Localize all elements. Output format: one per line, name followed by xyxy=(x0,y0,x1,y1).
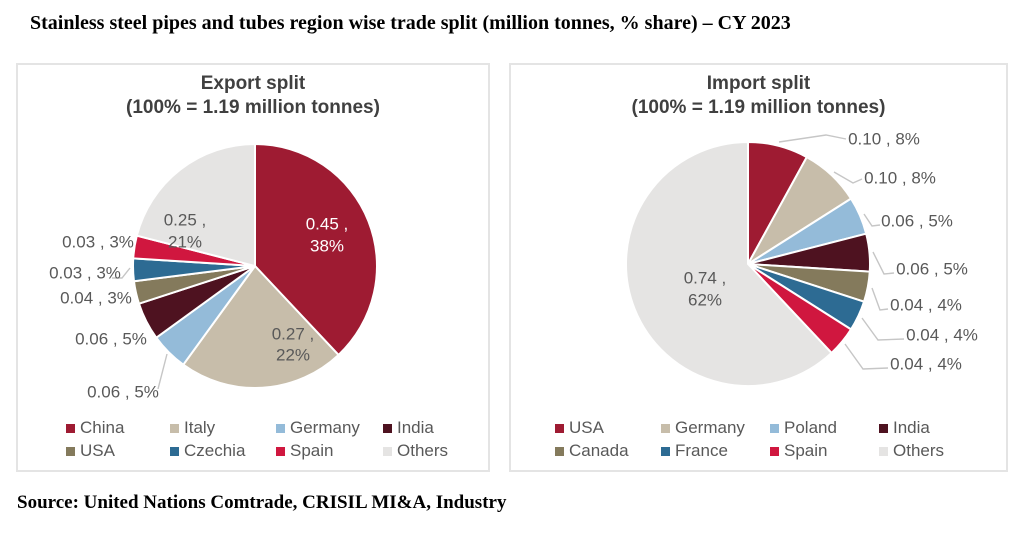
legend-item-poland: Poland xyxy=(770,417,837,439)
legend-label-germany: Germany xyxy=(290,418,360,437)
legend-label-usa: USA xyxy=(80,441,115,460)
pie-label-poland: 0.06 , 5% xyxy=(881,212,953,231)
legend-swatch-usa xyxy=(555,423,564,433)
legend-item-spain: Spain xyxy=(770,440,827,462)
legend-label-india: India xyxy=(893,418,930,437)
legend-item-india: India xyxy=(879,417,930,439)
pie-label-others: 0.74 , 62% xyxy=(684,269,727,310)
export-chart-title-line2: (100% = 1.19 million tonnes) xyxy=(126,97,380,118)
pie-slice-others xyxy=(135,143,256,267)
legend-swatch-canada xyxy=(555,446,564,456)
import-chart-title-line1: Import split xyxy=(706,73,811,94)
pie-label-india: 0.06 , 5% xyxy=(896,260,968,279)
legend-item-spain: Spain xyxy=(276,440,333,462)
legend-label-poland: Poland xyxy=(784,418,837,437)
legend-swatch-india xyxy=(879,423,888,433)
legend-label-france: France xyxy=(675,441,728,460)
pie-label-usa: 0.04 , 3% xyxy=(60,289,132,308)
legend-swatch-france xyxy=(661,446,670,456)
legend-label-czechia: Czechia xyxy=(184,441,246,460)
legend-label-india: India xyxy=(397,418,434,437)
import-split-panel: Import split (100% = 1.19 million tonnes… xyxy=(509,63,1008,472)
legend-swatch-italy xyxy=(170,423,179,433)
leader-line-czechia xyxy=(112,267,131,279)
import-chart-title-line2: (100% = 1.19 million tonnes) xyxy=(631,97,886,118)
pie-label-italy: 0.27 , 22% xyxy=(272,325,315,365)
import-pie-chart: 0.10 , 8% 0.10 , 8% 0.06 , 5% 0.06 , 5% 0.04… xyxy=(624,130,978,387)
pie-label-spain: 0.04 , 4% xyxy=(890,355,962,374)
legend-item-others: Others xyxy=(879,440,944,462)
leader-line-germany xyxy=(833,171,863,184)
legend-item-italy: Italy xyxy=(170,417,215,439)
legend-label-germany: Germany xyxy=(675,418,745,437)
pie-label-france: 0.04 , 4% xyxy=(906,326,978,345)
legend-swatch-germany xyxy=(661,423,670,433)
export-chart-title-line1: Export split xyxy=(200,73,306,94)
legend-swatch-spain xyxy=(770,446,779,456)
legend-swatch-poland xyxy=(770,423,779,433)
pie-slice-others xyxy=(624,141,833,387)
legend-swatch-others xyxy=(383,446,392,456)
pie-label-others: 0.25 , 21% xyxy=(164,211,207,252)
legend-swatch-india xyxy=(383,423,392,433)
pie-label-china: 0.45 , 38% xyxy=(306,215,349,256)
legend-swatch-china xyxy=(66,423,75,433)
source-note: Source: United Nations Comtrade, CRISIL … xyxy=(17,492,507,513)
legend-item-usa: USA xyxy=(555,417,604,439)
pie-label-spain: 0.03 , 3% xyxy=(62,233,134,252)
page-title: Stainless steel pipes and tubes region w… xyxy=(30,12,791,34)
legend-label-usa: USA xyxy=(569,418,604,437)
pie-slice-italy xyxy=(182,265,340,389)
legend-item-india: India xyxy=(383,417,434,439)
pie-label-czechia: 0.03 , 3% xyxy=(49,264,121,283)
leader-line-usa xyxy=(778,134,847,143)
pie-label-germany: 0.06 , 5% xyxy=(87,383,159,402)
legend-label-others: Others xyxy=(397,441,449,460)
legend-item-germany: Germany xyxy=(276,417,360,439)
legend-label-china: China xyxy=(80,418,125,437)
legend-item-czechia: Czechia xyxy=(170,440,245,462)
legend-swatch-czechia xyxy=(170,446,179,456)
pie-label-germany: 0.10 , 8% xyxy=(864,169,936,188)
legend-swatch-usa xyxy=(66,446,75,456)
export-pie-chart: 0.45 , 38% 0.27 , 22% 0.06 , 5% 0.06 , 5% 0.04… xyxy=(49,143,378,402)
legend-swatch-others xyxy=(879,446,888,456)
leader-line-india xyxy=(872,251,895,275)
import-chart-title: Import split (100% = 1.19 million tonnes… xyxy=(511,72,1006,120)
legend-item-canada: Canada xyxy=(555,440,629,462)
leader-line-spain xyxy=(844,343,889,370)
legend-label-spain: Spain xyxy=(784,441,828,460)
export-chart-title: Export split (100% = 1.19 million tonnes… xyxy=(18,72,488,120)
legend-item-usa: USA xyxy=(66,440,115,462)
legend-item-france: France xyxy=(661,440,728,462)
import-legend: USA Germany Poland India Canada France Spain Ot… xyxy=(511,417,1006,467)
pie-slice-china xyxy=(254,143,378,356)
legend-label-canada: Canada xyxy=(569,441,629,460)
pie-label-usa: 0.10 , 8% xyxy=(848,130,920,149)
legend-item-others: Others xyxy=(383,440,448,462)
pie-label-india: 0.06 , 5% xyxy=(75,330,147,349)
leader-line-germany xyxy=(157,353,168,390)
leader-line-france xyxy=(861,317,905,341)
legend-label-italy: Italy xyxy=(184,418,216,437)
export-legend: China Italy Germany India USA Czechia Spain Oth… xyxy=(18,417,488,467)
leader-line-canada xyxy=(871,287,889,311)
export-split-panel: Export split (100% = 1.19 million tonnes… xyxy=(16,63,490,472)
legend-swatch-spain xyxy=(276,446,285,456)
pie-label-canada: 0.04 , 4% xyxy=(890,296,962,315)
legend-item-china: China xyxy=(66,417,124,439)
legend-item-germany: Germany xyxy=(661,417,745,439)
legend-swatch-germany xyxy=(276,423,285,433)
legend-label-others: Others xyxy=(893,441,945,460)
leader-line-poland xyxy=(863,213,881,227)
legend-label-spain: Spain xyxy=(290,441,334,460)
